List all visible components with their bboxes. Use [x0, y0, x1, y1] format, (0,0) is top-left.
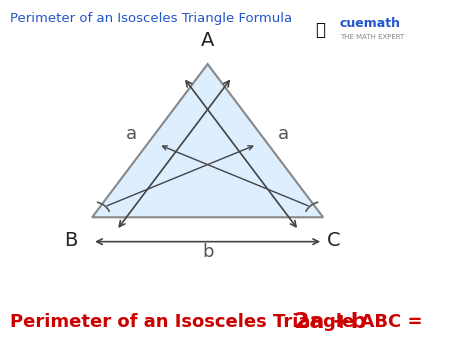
Text: Perimeter of an Isosceles Triangle ABC =: Perimeter of an Isosceles Triangle ABC = — [9, 313, 428, 331]
Text: a: a — [278, 125, 290, 143]
Text: b: b — [202, 243, 213, 261]
Text: C: C — [327, 231, 341, 250]
Text: B: B — [64, 231, 78, 250]
Text: cuemath: cuemath — [339, 17, 401, 30]
Text: 2a +b: 2a +b — [294, 312, 367, 332]
Text: THE MATH EXPERT: THE MATH EXPERT — [339, 34, 404, 40]
Text: a: a — [126, 125, 137, 143]
Polygon shape — [92, 64, 323, 217]
Text: 🚀: 🚀 — [315, 21, 325, 39]
Text: Perimeter of an Isosceles Triangle Formula: Perimeter of an Isosceles Triangle Formu… — [9, 12, 292, 25]
Text: A: A — [201, 31, 214, 50]
